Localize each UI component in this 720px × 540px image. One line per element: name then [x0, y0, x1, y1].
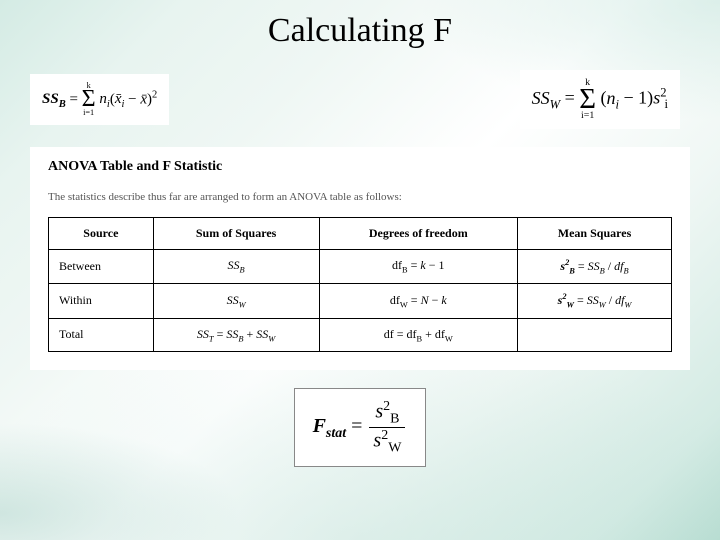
section-heading: ANOVA Table and F Statistic: [48, 159, 672, 175]
header-ms: Mean Squares: [518, 217, 672, 249]
cell-df: dfB = k − 1: [319, 249, 518, 283]
anova-table: Source Sum of Squares Degrees of freedom…: [48, 217, 672, 352]
cell-source: Total: [49, 318, 154, 351]
fstat-formula: Fstat = s2B s2W: [294, 388, 427, 467]
header-source: Source: [49, 217, 154, 249]
cell-ss: SST = SSB + SSW: [153, 318, 319, 351]
cell-ss: SSB: [153, 249, 319, 283]
ssw-formula: SSW = k Σ i=1 (ni − 1)s2i: [520, 70, 680, 129]
header-df: Degrees of freedom: [319, 217, 518, 249]
formulas-row: SSB = k Σ i=1 ni(x̄i − x̄)2 SSW = k Σ i=…: [0, 50, 720, 139]
ssb-formula: SSB = k Σ i=1 ni(x̄i − x̄)2: [30, 74, 169, 126]
cell-ms: s2W = SSW / dfW: [518, 284, 672, 318]
section-description: The statistics describe thus far are arr…: [48, 191, 672, 203]
anova-panel: ANOVA Table and F Statistic The statisti…: [30, 147, 690, 370]
table-row: Within SSW dfW = N − k s2W = SSW / dfW: [49, 284, 672, 318]
table-header-row: Source Sum of Squares Degrees of freedom…: [49, 217, 672, 249]
page-title: Calculating F: [0, 0, 720, 50]
header-ss: Sum of Squares: [153, 217, 319, 249]
cell-ss: SSW: [153, 284, 319, 318]
table-row: Total SST = SSB + SSW df = dfB + dfW: [49, 318, 672, 351]
cell-ms: s2B = SSB / dfB: [518, 249, 672, 283]
cell-source: Between: [49, 249, 154, 283]
cell-source: Within: [49, 284, 154, 318]
cell-df: df = dfB + dfW: [319, 318, 518, 351]
cell-df: dfW = N − k: [319, 284, 518, 318]
table-row: Between SSB dfB = k − 1 s2B = SSB / dfB: [49, 249, 672, 283]
cell-ms: [518, 318, 672, 351]
